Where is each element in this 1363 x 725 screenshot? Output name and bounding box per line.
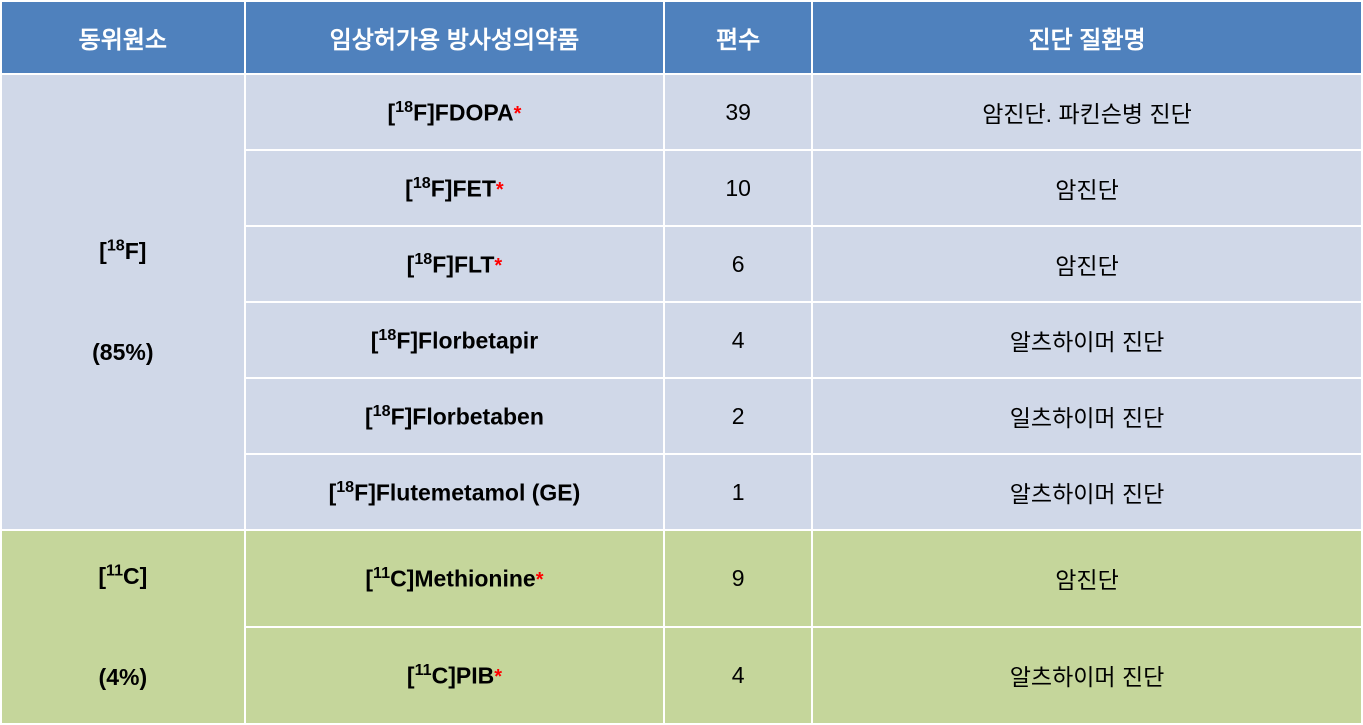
drug-cell: [18F]FDOPA* [245, 74, 665, 150]
count-cell: 10 [664, 150, 812, 226]
drug-cell: [18F]Florbetaben [245, 378, 665, 454]
count-cell: 4 [664, 627, 812, 724]
diagnosis-cell: 암진단 [812, 150, 1362, 226]
drug-cell: [18F]FET* [245, 150, 665, 226]
diagnosis-cell: 알츠하이머 진단 [812, 454, 1362, 530]
count-cell: 39 [664, 74, 812, 150]
drug-cell: [11C]Methionine* [245, 530, 665, 627]
isotope-cell: [18F](85%) [1, 74, 245, 530]
drug-cell: [18F]Flutemetamol (GE) [245, 454, 665, 530]
header-row: 동위원소 임상허가용 방사성의약품 편수 진단 질환명 [1, 1, 1362, 74]
header-count: 편수 [664, 1, 812, 74]
radiopharmaceutical-table: 동위원소 임상허가용 방사성의약품 편수 진단 질환명 [18F](85%)[1… [0, 0, 1363, 725]
diagnosis-cell: 암진단 [812, 226, 1362, 302]
count-cell: 9 [664, 530, 812, 627]
header-diagnosis: 진단 질환명 [812, 1, 1362, 74]
drug-cell: [18F]FLT* [245, 226, 665, 302]
diagnosis-cell: 알츠하이머 진단 [812, 627, 1362, 724]
drug-cell: [18F]Florbetapir [245, 302, 665, 378]
header-drug: 임상허가용 방사성의약품 [245, 1, 665, 74]
diagnosis-cell: 암진단 [812, 530, 1362, 627]
diagnosis-cell: 암진단. 파킨슨병 진단 [812, 74, 1362, 150]
count-cell: 2 [664, 378, 812, 454]
drug-cell: [11C]PIB* [245, 627, 665, 724]
diagnosis-cell: 알츠하이머 진단 [812, 302, 1362, 378]
count-cell: 6 [664, 226, 812, 302]
count-cell: 1 [664, 454, 812, 530]
header-isotope: 동위원소 [1, 1, 245, 74]
isotope-cell: [11C](4%) [1, 530, 245, 724]
table-row: [18F](85%)[18F]FDOPA*39암진단. 파킨슨병 진단 [1, 74, 1362, 150]
diagnosis-cell: 일츠하이머 진단 [812, 378, 1362, 454]
table-row: [11C](4%)[11C]Methionine*9암진단 [1, 530, 1362, 627]
count-cell: 4 [664, 302, 812, 378]
